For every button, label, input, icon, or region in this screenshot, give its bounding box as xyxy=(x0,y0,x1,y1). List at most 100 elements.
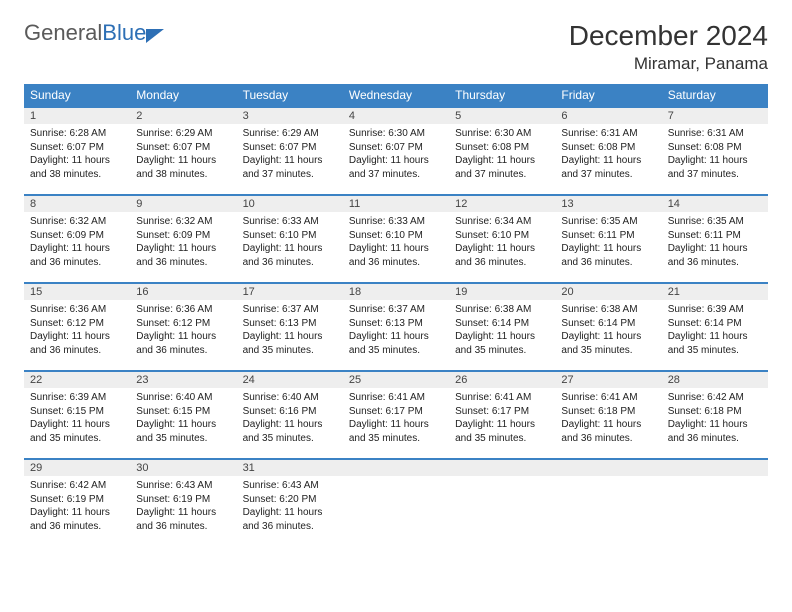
sunset-text: Sunset: 6:07 PM xyxy=(243,141,337,155)
sunset-text: Sunset: 6:10 PM xyxy=(349,229,443,243)
daylight-text: Daylight: 11 hours and 36 minutes. xyxy=(455,242,549,269)
sunset-text: Sunset: 6:18 PM xyxy=(668,405,762,419)
day-cell xyxy=(449,459,555,546)
day-content: Sunrise: 6:33 AMSunset: 6:10 PMDaylight:… xyxy=(343,212,449,273)
sunset-text: Sunset: 6:08 PM xyxy=(668,141,762,155)
day-cell: 7Sunrise: 6:31 AMSunset: 6:08 PMDaylight… xyxy=(662,107,768,195)
day-cell: 23Sunrise: 6:40 AMSunset: 6:15 PMDayligh… xyxy=(130,371,236,459)
sunset-text: Sunset: 6:13 PM xyxy=(349,317,443,331)
sunset-text: Sunset: 6:20 PM xyxy=(243,493,337,507)
sunset-text: Sunset: 6:11 PM xyxy=(561,229,655,243)
sunset-text: Sunset: 6:16 PM xyxy=(243,405,337,419)
dayname-wed: Wednesday xyxy=(343,84,449,107)
sunset-text: Sunset: 6:15 PM xyxy=(30,405,124,419)
day-number: 11 xyxy=(343,196,449,212)
sunrise-text: Sunrise: 6:37 AM xyxy=(243,303,337,317)
day-cell: 25Sunrise: 6:41 AMSunset: 6:17 PMDayligh… xyxy=(343,371,449,459)
sunrise-text: Sunrise: 6:34 AM xyxy=(455,215,549,229)
week-row: 22Sunrise: 6:39 AMSunset: 6:15 PMDayligh… xyxy=(24,371,768,459)
daylight-text: Daylight: 11 hours and 36 minutes. xyxy=(561,418,655,445)
daylight-text: Daylight: 11 hours and 38 minutes. xyxy=(30,154,124,181)
day-number: 24 xyxy=(237,372,343,388)
sunrise-text: Sunrise: 6:36 AM xyxy=(136,303,230,317)
week-row: 29Sunrise: 6:42 AMSunset: 6:19 PMDayligh… xyxy=(24,459,768,546)
logo-text: GeneralBlue xyxy=(24,20,146,46)
sunrise-text: Sunrise: 6:40 AM xyxy=(243,391,337,405)
daylight-text: Daylight: 11 hours and 35 minutes. xyxy=(30,418,124,445)
day-number: 12 xyxy=(449,196,555,212)
daylight-text: Daylight: 11 hours and 35 minutes. xyxy=(455,418,549,445)
sunrise-text: Sunrise: 6:29 AM xyxy=(243,127,337,141)
day-content: Sunrise: 6:38 AMSunset: 6:14 PMDaylight:… xyxy=(555,300,661,361)
day-number: 20 xyxy=(555,284,661,300)
day-number: 31 xyxy=(237,460,343,476)
logo-triangle-icon xyxy=(146,29,164,43)
day-cell: 12Sunrise: 6:34 AMSunset: 6:10 PMDayligh… xyxy=(449,195,555,283)
location: Miramar, Panama xyxy=(569,54,768,74)
day-content xyxy=(662,476,768,543)
sunset-text: Sunset: 6:10 PM xyxy=(455,229,549,243)
sunset-text: Sunset: 6:18 PM xyxy=(561,405,655,419)
day-number: 7 xyxy=(662,108,768,124)
week-row: 8Sunrise: 6:32 AMSunset: 6:09 PMDaylight… xyxy=(24,195,768,283)
day-content: Sunrise: 6:38 AMSunset: 6:14 PMDaylight:… xyxy=(449,300,555,361)
dayname-thu: Thursday xyxy=(449,84,555,107)
daylight-text: Daylight: 11 hours and 37 minutes. xyxy=(455,154,549,181)
day-number: 30 xyxy=(130,460,236,476)
header: GeneralBlue December 2024 Miramar, Panam… xyxy=(24,20,768,74)
sunset-text: Sunset: 6:14 PM xyxy=(455,317,549,331)
sunrise-text: Sunrise: 6:35 AM xyxy=(668,215,762,229)
daylight-text: Daylight: 11 hours and 36 minutes. xyxy=(243,506,337,533)
sunset-text: Sunset: 6:13 PM xyxy=(243,317,337,331)
sunrise-text: Sunrise: 6:33 AM xyxy=(349,215,443,229)
sunrise-text: Sunrise: 6:41 AM xyxy=(455,391,549,405)
daylight-text: Daylight: 11 hours and 35 minutes. xyxy=(561,330,655,357)
daylight-text: Daylight: 11 hours and 37 minutes. xyxy=(243,154,337,181)
sunrise-text: Sunrise: 6:30 AM xyxy=(455,127,549,141)
day-number: 9 xyxy=(130,196,236,212)
day-content: Sunrise: 6:43 AMSunset: 6:19 PMDaylight:… xyxy=(130,476,236,537)
title-block: December 2024 Miramar, Panama xyxy=(569,20,768,74)
day-content xyxy=(555,476,661,543)
day-content: Sunrise: 6:36 AMSunset: 6:12 PMDaylight:… xyxy=(130,300,236,361)
sunset-text: Sunset: 6:14 PM xyxy=(561,317,655,331)
day-cell: 19Sunrise: 6:38 AMSunset: 6:14 PMDayligh… xyxy=(449,283,555,371)
day-content: Sunrise: 6:41 AMSunset: 6:18 PMDaylight:… xyxy=(555,388,661,449)
daylight-text: Daylight: 11 hours and 35 minutes. xyxy=(136,418,230,445)
daylight-text: Daylight: 11 hours and 35 minutes. xyxy=(668,330,762,357)
daylight-text: Daylight: 11 hours and 36 minutes. xyxy=(561,242,655,269)
week-row: 15Sunrise: 6:36 AMSunset: 6:12 PMDayligh… xyxy=(24,283,768,371)
day-cell: 6Sunrise: 6:31 AMSunset: 6:08 PMDaylight… xyxy=(555,107,661,195)
sunset-text: Sunset: 6:07 PM xyxy=(30,141,124,155)
day-cell: 28Sunrise: 6:42 AMSunset: 6:18 PMDayligh… xyxy=(662,371,768,459)
sunrise-text: Sunrise: 6:32 AM xyxy=(30,215,124,229)
day-cell xyxy=(343,459,449,546)
day-number: 2 xyxy=(130,108,236,124)
day-content: Sunrise: 6:29 AMSunset: 6:07 PMDaylight:… xyxy=(237,124,343,185)
daylight-text: Daylight: 11 hours and 35 minutes. xyxy=(349,418,443,445)
day-cell: 8Sunrise: 6:32 AMSunset: 6:09 PMDaylight… xyxy=(24,195,130,283)
day-number: 14 xyxy=(662,196,768,212)
daylight-text: Daylight: 11 hours and 36 minutes. xyxy=(668,418,762,445)
day-number: 1 xyxy=(24,108,130,124)
day-cell: 21Sunrise: 6:39 AMSunset: 6:14 PMDayligh… xyxy=(662,283,768,371)
day-content: Sunrise: 6:31 AMSunset: 6:08 PMDaylight:… xyxy=(555,124,661,185)
day-cell: 16Sunrise: 6:36 AMSunset: 6:12 PMDayligh… xyxy=(130,283,236,371)
day-cell: 22Sunrise: 6:39 AMSunset: 6:15 PMDayligh… xyxy=(24,371,130,459)
day-content: Sunrise: 6:30 AMSunset: 6:08 PMDaylight:… xyxy=(449,124,555,185)
sunrise-text: Sunrise: 6:35 AM xyxy=(561,215,655,229)
day-number: 17 xyxy=(237,284,343,300)
day-content: Sunrise: 6:34 AMSunset: 6:10 PMDaylight:… xyxy=(449,212,555,273)
sunrise-text: Sunrise: 6:29 AM xyxy=(136,127,230,141)
day-number: 6 xyxy=(555,108,661,124)
daylight-text: Daylight: 11 hours and 35 minutes. xyxy=(243,330,337,357)
sunset-text: Sunset: 6:08 PM xyxy=(561,141,655,155)
day-cell: 29Sunrise: 6:42 AMSunset: 6:19 PMDayligh… xyxy=(24,459,130,546)
day-number: 4 xyxy=(343,108,449,124)
daylight-text: Daylight: 11 hours and 36 minutes. xyxy=(30,242,124,269)
daylight-text: Daylight: 11 hours and 35 minutes. xyxy=(243,418,337,445)
sunset-text: Sunset: 6:17 PM xyxy=(455,405,549,419)
day-content: Sunrise: 6:39 AMSunset: 6:15 PMDaylight:… xyxy=(24,388,130,449)
sunrise-text: Sunrise: 6:43 AM xyxy=(136,479,230,493)
day-content: Sunrise: 6:32 AMSunset: 6:09 PMDaylight:… xyxy=(24,212,130,273)
